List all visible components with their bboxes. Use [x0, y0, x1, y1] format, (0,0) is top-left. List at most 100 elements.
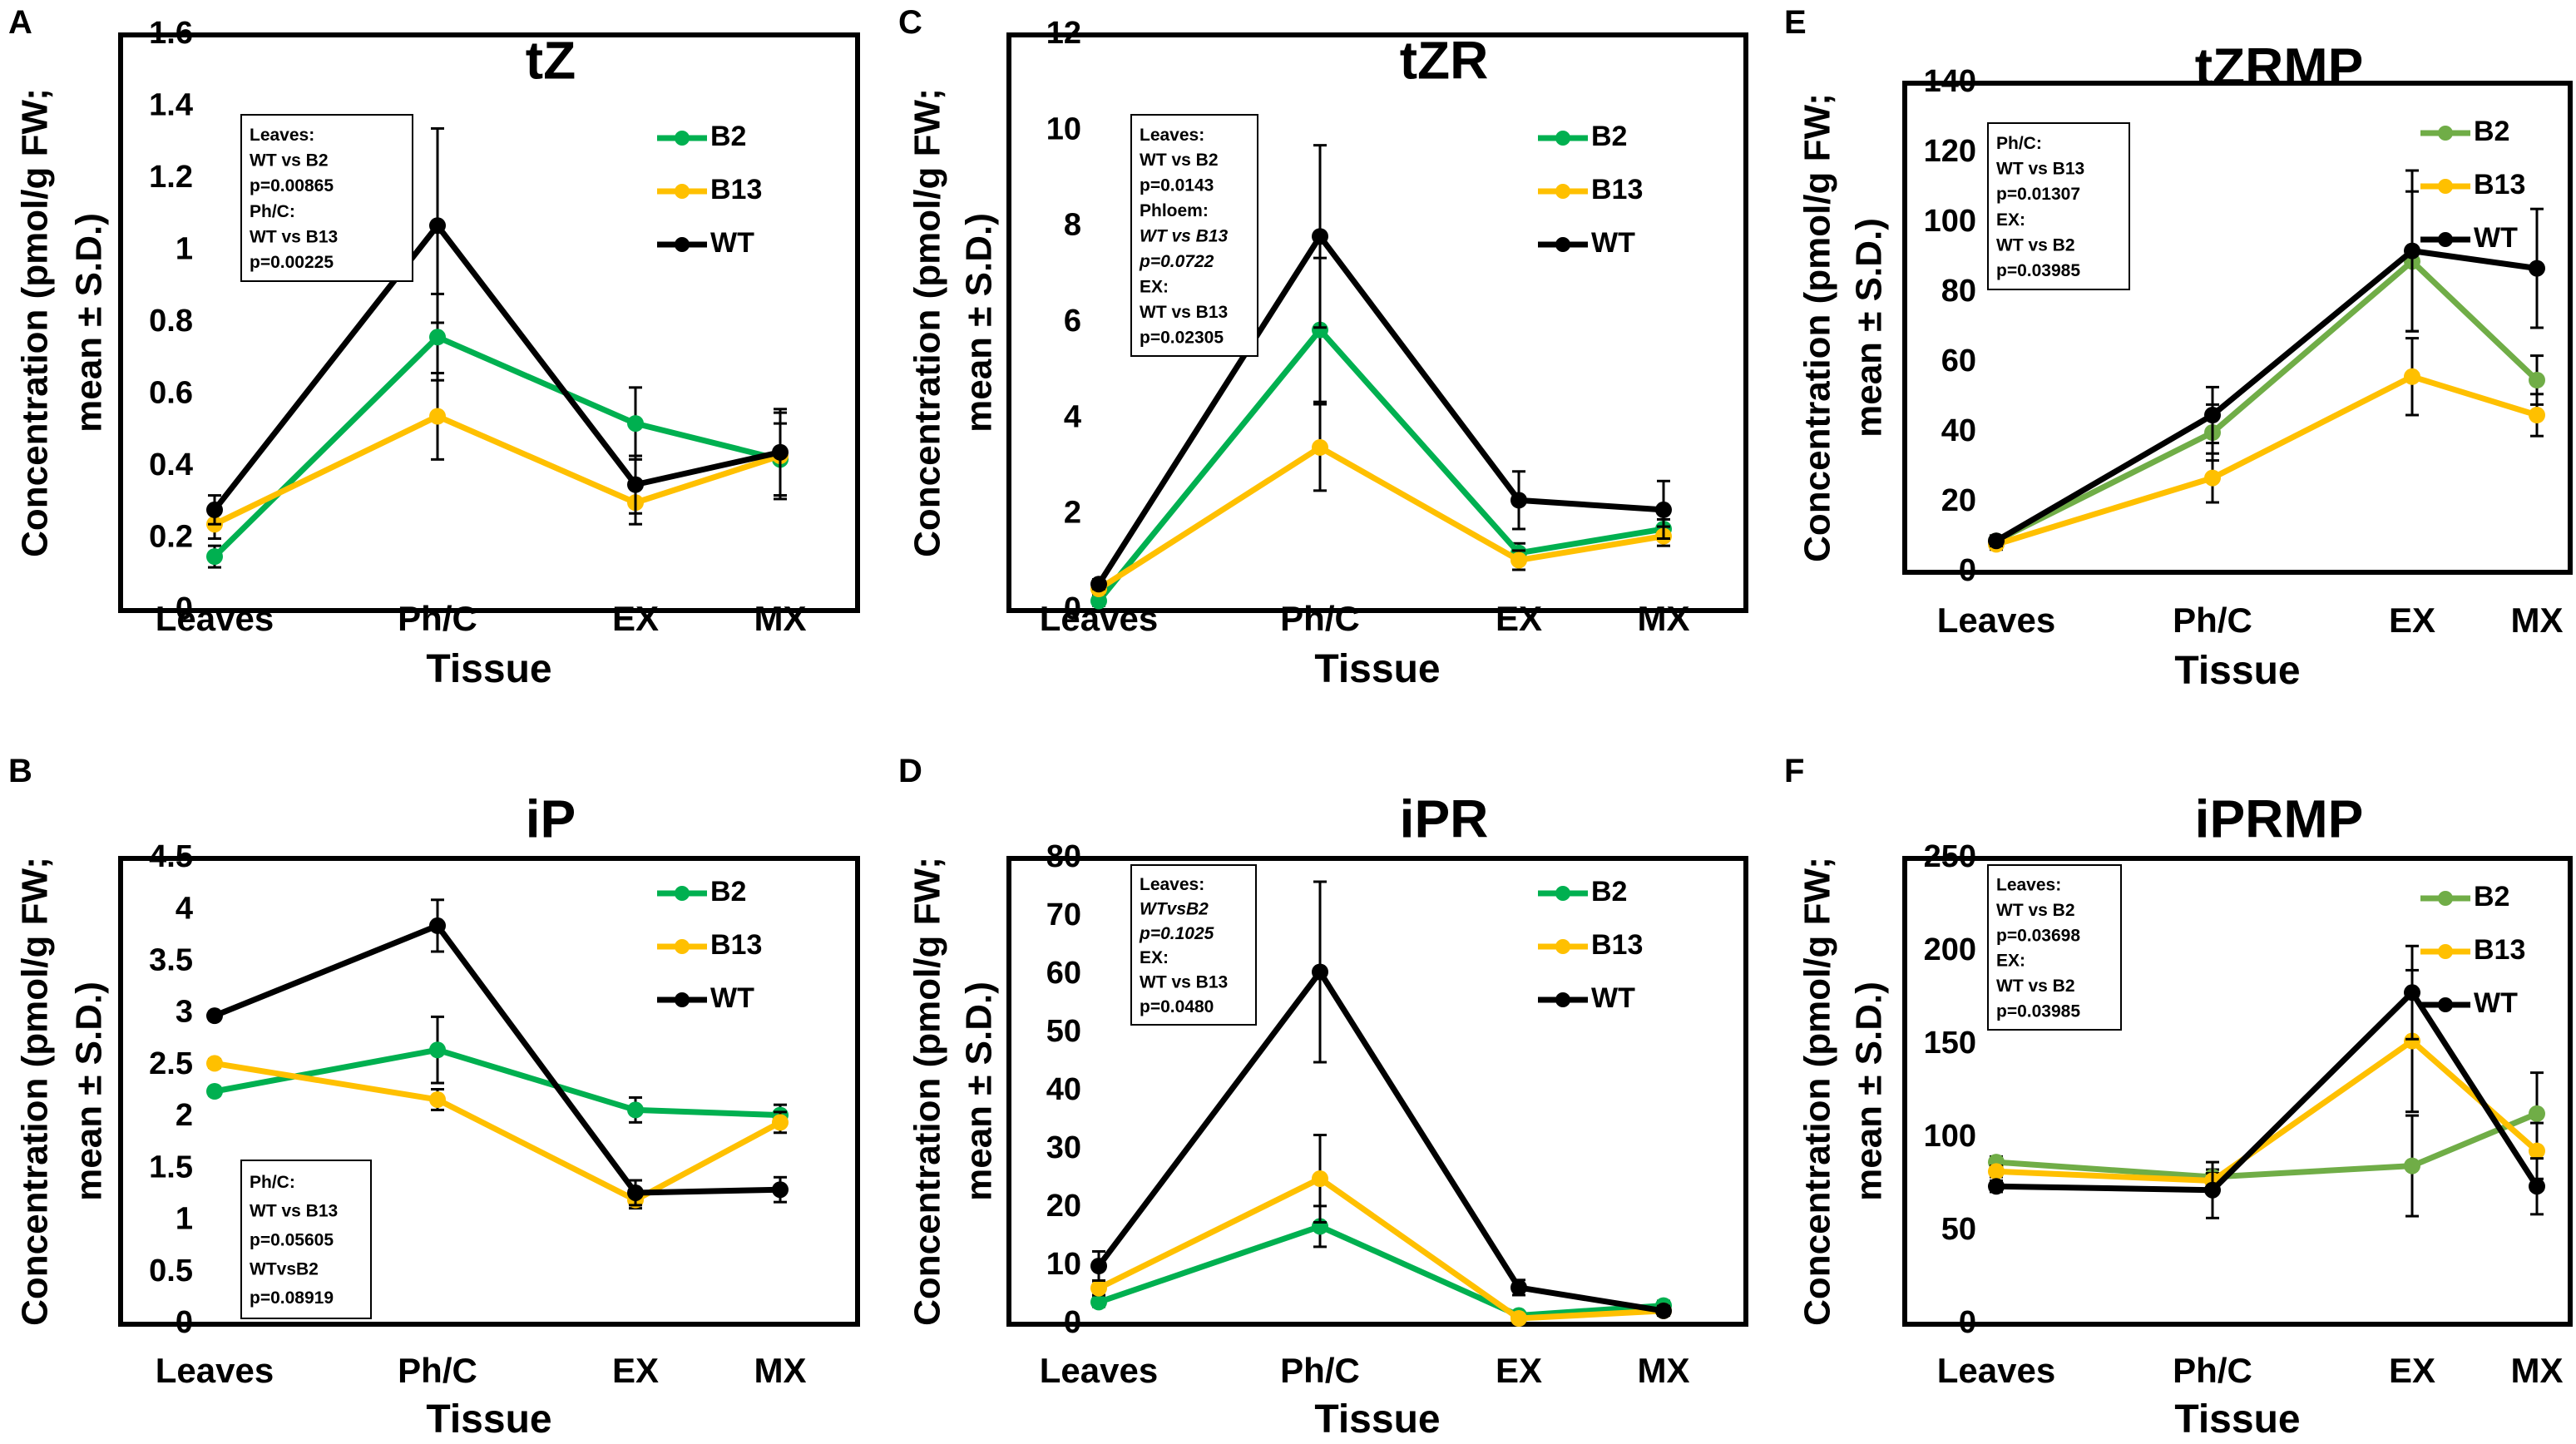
x-tick-label: Ph/C [398, 599, 477, 638]
series-line-segment [211, 1060, 441, 1103]
y-tick-label: 12 [1046, 16, 1081, 51]
stats-line: WTvsB2 [250, 1259, 319, 1278]
y-axis-label-line1: Concentration (pmol/g FW; [1797, 93, 1838, 562]
data-point [1090, 576, 1107, 593]
data-point [2529, 407, 2545, 423]
legend-item-B2: B2 [1538, 121, 1627, 152]
svg-text:B13: B13 [2474, 169, 2525, 200]
data-point [1090, 592, 1107, 610]
stats-box: Leaves: WT vs B2 p=0.00865 Ph/C: WT vs B13 p=… [240, 114, 413, 282]
legend-item-B2: B2 [1538, 876, 1627, 907]
svg-text:B2: B2 [1591, 876, 1627, 907]
stats-line: Leaves: [1140, 126, 1204, 145]
data-point [627, 1184, 644, 1201]
y-tick-label: 4 [176, 891, 193, 926]
series-line-segment [211, 334, 441, 560]
y-tick-label: 3.5 [149, 942, 193, 977]
y-axis-label-line2: mean ± S.D.) [959, 213, 1000, 433]
series-line-segment [434, 222, 639, 488]
stats-line: WT vs B13 [250, 1202, 338, 1221]
data-point [1090, 1258, 1107, 1274]
data-point [1510, 1278, 1527, 1296]
stats-line: p=0.0143 [1140, 176, 1214, 195]
y-tick-label: 40 [1046, 1072, 1081, 1107]
data-point [2404, 1157, 2420, 1174]
x-tick-label: Leaves [156, 1351, 274, 1390]
legend-item-B13: B13 [2420, 169, 2525, 200]
series-line-segment [1317, 233, 1522, 503]
stats-line: p=0.03985 [1996, 261, 2080, 280]
y-tick-label: 50 [1046, 1014, 1081, 1049]
y-tick-label: 50 [1941, 1212, 1976, 1247]
data-point [1510, 1310, 1527, 1327]
data-point [1510, 551, 1527, 569]
svg-text:B13: B13 [2474, 934, 2525, 966]
series-line-segment [1993, 1183, 2216, 1194]
stats-line: p=0.08919 [250, 1288, 334, 1308]
x-tick-label: EX [2389, 601, 2435, 640]
series-B13 [1090, 1134, 1672, 1327]
y-tick-label: 10 [1046, 1247, 1081, 1282]
series-line-segment [1515, 1284, 1667, 1314]
series-line-segment [2209, 258, 2415, 436]
legend-item-WT: WT [1538, 982, 1635, 1014]
y-tick-label: 4 [1064, 399, 1081, 434]
series-line-segment [2409, 1038, 2540, 1155]
series-line-segment [1317, 1223, 1522, 1318]
data-point [1312, 228, 1328, 245]
legend-item-B13: B13 [2420, 934, 2525, 966]
x-axis-label: Tissue [426, 1397, 551, 1442]
stats-line: p=0.00225 [250, 253, 334, 272]
stats-line: WT vs B13 [1996, 160, 2084, 179]
data-point [2204, 1181, 2221, 1199]
data-point [1988, 532, 2005, 550]
data-point [206, 501, 223, 518]
y-tick-label: 3 [176, 995, 193, 1030]
data-point [772, 1114, 789, 1131]
data-point [2404, 1032, 2420, 1050]
y-tick-label: 0 [176, 591, 193, 626]
y-tick-label: 2 [1064, 496, 1081, 531]
chart-title: tZRMP [2195, 37, 2364, 96]
y-axis-label-line1: Concentration (pmol/g FW; [907, 857, 948, 1326]
x-tick-label: Leaves [1937, 1351, 2055, 1390]
stats-line: Ph/C: [250, 1173, 295, 1192]
series-line-segment [1515, 526, 1667, 556]
series-line-segment [2409, 258, 2540, 383]
data-point [1090, 1293, 1107, 1311]
y-tick-label: 1.5 [149, 1150, 193, 1184]
y-tick-label: 150 [1924, 1026, 1976, 1061]
y-tick-label: 200 [1924, 932, 1976, 967]
x-axis-label: Tissue [2174, 649, 2300, 693]
series-line-segment [434, 1096, 639, 1204]
x-tick-label: MX [1638, 599, 1690, 638]
series-line-segment [1317, 1175, 1522, 1322]
stats-line: Ph/C: [250, 202, 295, 221]
stats-line: p=0.1025 [1139, 924, 1214, 943]
x-tick-label: Ph/C [2173, 1351, 2252, 1390]
stats-line: WT vs B13 [1140, 227, 1229, 246]
y-tick-label: 2 [176, 1098, 193, 1133]
data-point [772, 1181, 789, 1199]
series-WT [206, 898, 789, 1207]
panel-letter: F [1784, 753, 1804, 789]
plot-frame [1006, 856, 1748, 1327]
y-axis-label-line2: mean ± S.D.) [959, 982, 1000, 1201]
y-tick-label: 0 [1959, 553, 1976, 588]
stats-box: Ph/C: WT vs B13 p=0.05605 WTvsB2 p=0.08919 [240, 1160, 372, 1319]
y-tick-label: 6 [1064, 304, 1081, 339]
y-tick-label: 140 [1924, 64, 1976, 99]
series-line-segment [434, 1046, 639, 1113]
series-line-segment [1317, 444, 1522, 563]
panel-letter: A [8, 4, 32, 41]
x-tick-label: MX [2511, 1351, 2564, 1390]
x-tick-label: EX [1496, 599, 1542, 638]
data-point [2529, 372, 2545, 388]
y-axis-label-line1: Concentration (pmol/g FW; [15, 857, 56, 1326]
x-tick-label: MX [754, 1351, 807, 1390]
series-line-segment [1993, 475, 2216, 547]
data-point [1510, 492, 1527, 509]
series-B13 [1988, 337, 2545, 553]
legend-item-WT: WT [657, 982, 754, 1014]
chart-title: tZR [1400, 30, 1489, 90]
